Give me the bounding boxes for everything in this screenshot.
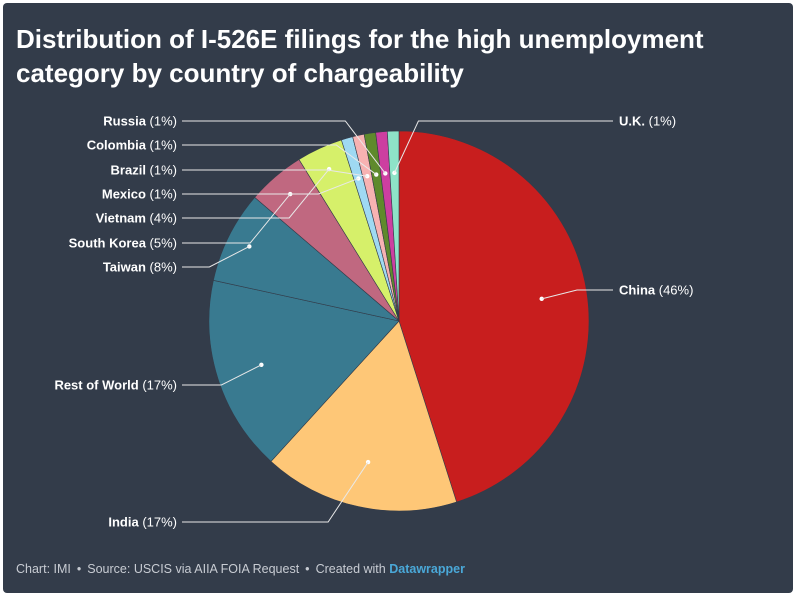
- pie-chart: China (46%) India (17%) Rest of World (17%…: [54, 114, 693, 530]
- chart-footer: Chart: IMI • Source: USCIS via AIIA FOIA R…: [16, 562, 465, 576]
- chart-title: Distribution of I-526E filings for the h…: [16, 24, 704, 88]
- pie-slice-china: [398, 130, 590, 503]
- leader-line-vietnam: [182, 168, 330, 219]
- pie-slice-india: [270, 320, 457, 512]
- slice-label-mexico: Mexico (1%): [102, 187, 177, 202]
- leader-line-colombia: [182, 144, 377, 175]
- chart-credit: Chart: IMI: [16, 562, 71, 576]
- slice-label-taiwan: Taiwan (8%): [103, 260, 177, 275]
- datawrapper-link[interactable]: Datawrapper: [389, 562, 465, 576]
- leader-line-u-k: [393, 120, 613, 174]
- created-with-text: Created with: [315, 562, 386, 576]
- slice-labels: China (46%) India (17%) Rest of World (17%…: [54, 114, 693, 530]
- slice-label-brazil: Brazil (1%): [111, 163, 177, 178]
- leader-line-south-korea: [182, 193, 291, 244]
- leader-line-china: [541, 289, 613, 300]
- slice-label-india: India (17%): [108, 515, 177, 530]
- slice-label-south-korea: South Korea (5%): [69, 236, 177, 251]
- leader-line-brazil: [182, 169, 368, 177]
- leader-line-mexico: [182, 177, 359, 195]
- leader-line-rest-of-world: [182, 364, 262, 386]
- slice-label-china: China (46%): [619, 283, 693, 298]
- leader-line-india: [182, 461, 369, 523]
- chart-card: Distribution of I-526E filings for the h…: [3, 3, 793, 593]
- slice-label-vietnam: Vietnam (4%): [96, 211, 177, 226]
- source-note: Source: USCIS via AIIA FOIA Request: [87, 562, 300, 576]
- pie-slice-rest-of-world: [208, 279, 400, 462]
- slice-label-russia: Russia (1%): [103, 114, 177, 129]
- slice-label-colombia: Colombia (1%): [87, 138, 177, 153]
- leader-line-taiwan: [182, 246, 250, 268]
- slice-label-u-k: U.K. (1%): [619, 114, 676, 129]
- pie-slice-u-k: [386, 130, 400, 322]
- pie-slice-taiwan: [213, 196, 400, 322]
- leader-lines: [182, 120, 613, 523]
- slice-label-rest-of-world: Rest of World (17%): [54, 378, 177, 393]
- pie-slices: [208, 130, 590, 512]
- leader-line-russia: [182, 120, 386, 174]
- footer-separator: •: [76, 562, 82, 576]
- footer-separator: •: [305, 562, 310, 576]
